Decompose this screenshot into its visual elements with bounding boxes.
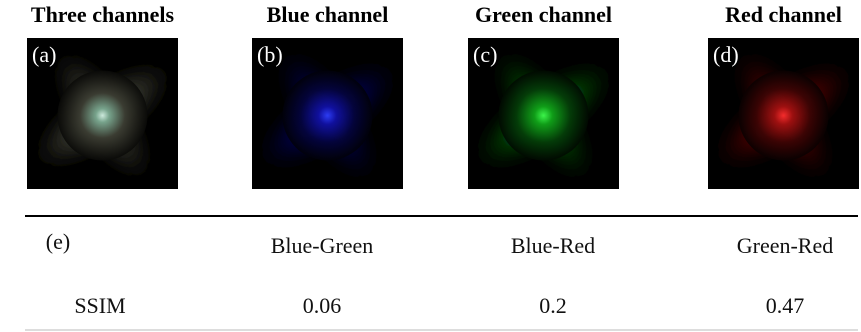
panels: Three channels (a) Blue channel (b) Green ch… bbox=[27, 2, 859, 189]
panel-label: (b) bbox=[257, 42, 283, 67]
column-header: Green-Red bbox=[737, 233, 834, 258]
panel-label: (d) bbox=[713, 42, 739, 67]
panel-image: (d) bbox=[708, 38, 859, 189]
panel-title: Red channel bbox=[725, 2, 842, 27]
cell-value: 0.2 bbox=[539, 293, 567, 318]
row-name: SSIM bbox=[74, 293, 125, 318]
panel-image: (a) bbox=[27, 38, 178, 189]
panel-image: (c) bbox=[468, 38, 619, 189]
panel-title: Blue channel bbox=[267, 2, 389, 27]
table: (e) Blue-Green Blue-Red Green-Red SSIM 0.06 0… bbox=[25, 216, 858, 330]
column-header: Blue-Green bbox=[271, 233, 374, 258]
figure: Three channels (a) Blue channel (b) Green ch… bbox=[0, 0, 861, 332]
glow-core bbox=[283, 71, 373, 161]
panel-title: Three channels bbox=[31, 2, 175, 27]
cell-value: 0.47 bbox=[766, 293, 805, 318]
panel-label: (c) bbox=[473, 42, 497, 67]
column-header: Blue-Red bbox=[511, 233, 595, 258]
panel-title: Green channel bbox=[475, 2, 612, 27]
glow-core bbox=[739, 71, 829, 161]
glow-core bbox=[499, 71, 589, 161]
cell-value: 0.06 bbox=[303, 293, 342, 318]
panel-image: (b) bbox=[252, 38, 403, 189]
figure-canvas: Three channels (a) Blue channel (b) Green ch… bbox=[0, 0, 861, 332]
table-label: (e) bbox=[46, 229, 70, 254]
panel-label: (a) bbox=[32, 42, 56, 67]
glow-core bbox=[58, 71, 148, 161]
